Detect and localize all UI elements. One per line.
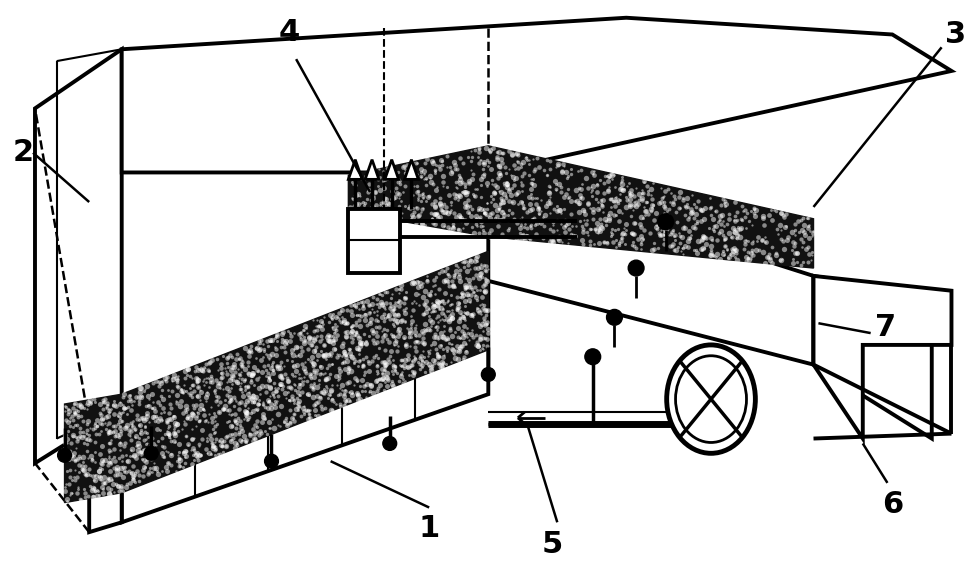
Text: 6: 6 xyxy=(882,490,903,519)
Circle shape xyxy=(382,437,397,450)
Polygon shape xyxy=(405,160,418,179)
Polygon shape xyxy=(348,209,400,273)
Circle shape xyxy=(482,368,495,381)
Circle shape xyxy=(57,449,71,462)
Polygon shape xyxy=(813,276,932,438)
Text: 3: 3 xyxy=(945,20,965,49)
Ellipse shape xyxy=(667,345,755,453)
Circle shape xyxy=(265,454,278,468)
Polygon shape xyxy=(122,18,952,172)
Polygon shape xyxy=(348,146,813,268)
Text: 2: 2 xyxy=(13,138,34,167)
Circle shape xyxy=(629,260,644,276)
Circle shape xyxy=(144,446,159,460)
Polygon shape xyxy=(35,49,122,463)
Text: 1: 1 xyxy=(418,514,440,544)
Polygon shape xyxy=(488,172,813,364)
Polygon shape xyxy=(64,251,488,503)
Polygon shape xyxy=(122,281,488,522)
Polygon shape xyxy=(813,276,952,438)
Text: 5: 5 xyxy=(542,530,563,559)
Polygon shape xyxy=(90,409,122,532)
Polygon shape xyxy=(365,160,378,179)
Text: 4: 4 xyxy=(278,18,300,47)
Circle shape xyxy=(658,214,673,229)
Polygon shape xyxy=(385,160,399,179)
Circle shape xyxy=(585,349,600,364)
Polygon shape xyxy=(348,160,362,179)
Ellipse shape xyxy=(675,356,746,442)
Circle shape xyxy=(606,310,623,325)
Text: 7: 7 xyxy=(875,312,896,342)
